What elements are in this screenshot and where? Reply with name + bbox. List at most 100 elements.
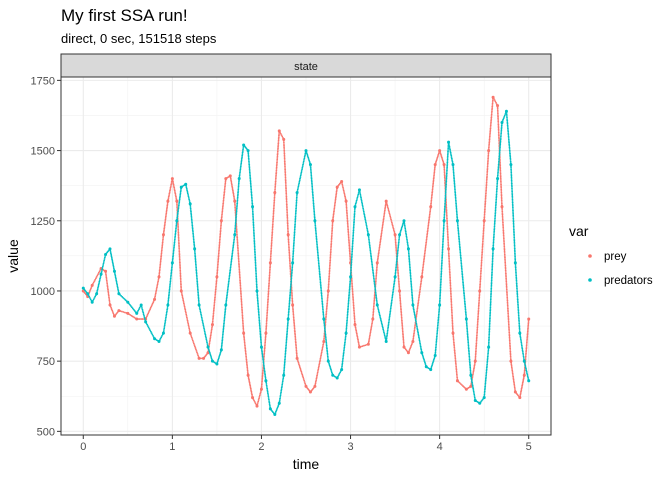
trajectory-dot-predators — [165, 316, 167, 319]
trajectory-dot-predators — [437, 318, 440, 321]
trajectory-dot-predators — [511, 204, 514, 207]
trajectory-dot-prey — [289, 267, 292, 270]
trajectory-dot-predators — [265, 384, 268, 387]
trajectory-dot-prey — [496, 112, 499, 115]
trajectory-dot-predators — [312, 201, 315, 203]
trajectory-dot-prey — [169, 186, 172, 189]
trajectory-dot-prey — [158, 274, 161, 277]
trajectory-dot-predators — [511, 192, 514, 195]
trajectory-dot-prey — [454, 352, 456, 355]
trajectory-dot-prey — [453, 348, 456, 350]
trajectory-dot-prey — [351, 287, 354, 290]
trajectory-dot-predators — [443, 215, 446, 217]
trajectory-dot-predators — [347, 304, 350, 306]
trajectory-dot-prey — [245, 361, 248, 364]
trajectory-dot-predators — [323, 321, 326, 324]
trajectory-dot-predators — [111, 259, 114, 262]
trajectory-dot-prey — [375, 271, 378, 274]
trajectory-dot-prey — [355, 331, 358, 334]
trajectory-dot-prey — [284, 181, 287, 184]
trajectory-dot-predators — [444, 200, 447, 203]
trajectory-dot-predators — [369, 249, 372, 252]
trajectory-dot-prey — [327, 288, 330, 291]
trajectory-dot-prey — [293, 327, 296, 330]
trajectory-dot-predators — [457, 230, 460, 233]
trajectory-dot-predators — [316, 246, 319, 249]
trajectory-dot-predators — [258, 315, 260, 317]
trajectory-dot-prey — [244, 346, 247, 349]
trajectory-dot-prey — [237, 255, 240, 258]
data-point-prey — [451, 331, 455, 335]
trajectory-dot-predators — [127, 302, 130, 305]
trajectory-dot-prey — [261, 380, 263, 383]
trajectory-dot-predators — [114, 273, 116, 276]
trajectory-dot-predators — [257, 305, 260, 308]
trajectory-dot-predators — [389, 309, 392, 311]
trajectory-dot-predators — [290, 276, 293, 278]
trajectory-dot-predators — [353, 209, 356, 211]
trajectory-dot-prey — [318, 362, 321, 365]
trajectory-dot-prey — [425, 237, 428, 239]
trajectory-dot-predators — [147, 326, 150, 329]
trajectory-dot-predators — [284, 354, 287, 356]
trajectory-dot-prey — [316, 374, 318, 377]
trajectory-dot-predators — [102, 262, 105, 265]
trajectory-dot-predators — [351, 252, 353, 254]
trajectory-dot-predators — [140, 305, 143, 308]
trajectory-dot-prey — [213, 307, 215, 310]
trajectory-dot-predators — [506, 124, 509, 127]
trajectory-dot-prey — [499, 175, 502, 178]
trajectory-dot-predators — [466, 325, 468, 328]
trajectory-dot-prey — [245, 360, 248, 363]
trajectory-dot-predators — [294, 212, 297, 215]
trajectory-dot-prey — [424, 249, 427, 252]
trajectory-dot-prey — [266, 305, 269, 307]
trajectory-dot-prey — [236, 246, 239, 249]
trajectory-dot-prey — [458, 382, 461, 384]
trajectory-dot-predators — [190, 212, 193, 215]
trajectory-dot-predators — [450, 153, 452, 156]
trajectory-dot-predators — [464, 302, 466, 305]
trajectory-dot-prey — [397, 274, 400, 277]
trajectory-dot-predators — [240, 162, 243, 165]
trajectory-dot-prey — [348, 244, 351, 247]
trajectory-dot-prey — [421, 272, 424, 275]
trajectory-dot-predators — [393, 282, 396, 285]
trajectory-dot-predators — [375, 300, 378, 303]
trajectory-dot-prey — [270, 247, 273, 250]
trajectory-dot-predators — [366, 229, 369, 232]
trajectory-dot-prey — [106, 287, 109, 290]
trajectory-dot-predators — [226, 294, 228, 297]
trajectory-dot-prey — [440, 156, 443, 159]
trajectory-dot-prey — [323, 337, 325, 340]
trajectory-dot-prey — [263, 347, 266, 350]
trajectory-dot-predators — [350, 256, 353, 259]
trajectory-dot-prey — [409, 347, 412, 350]
trajectory-dot-prey — [301, 373, 304, 376]
trajectory-dot-predators — [368, 241, 371, 244]
trajectory-dot-prey — [270, 239, 273, 242]
trajectory-dot-predators — [219, 353, 221, 356]
trajectory-dot-predators — [254, 256, 257, 259]
data-point-predators — [455, 219, 459, 223]
trajectory-dot-prey — [525, 352, 527, 355]
trajectory-dot-predators — [301, 166, 304, 169]
trajectory-dot-prey — [233, 197, 236, 200]
trajectory-dot-prey — [450, 306, 453, 309]
trajectory-dot-predators — [353, 221, 355, 224]
trajectory-dot-prey — [398, 285, 401, 288]
trajectory-dot-predators — [168, 293, 170, 295]
trajectory-dot-prey — [479, 280, 482, 283]
trajectory-dot-predators — [509, 160, 512, 163]
trajectory-dot-prey — [270, 246, 273, 248]
trajectory-dot-prey — [157, 279, 160, 281]
trajectory-dot-predators — [174, 230, 177, 233]
trajectory-dot-predators — [496, 185, 498, 188]
trajectory-dot-predators — [491, 265, 494, 268]
trajectory-dot-predators — [256, 293, 259, 295]
trajectory-dot-predators — [508, 148, 511, 150]
trajectory-dot-predators — [408, 257, 411, 260]
trajectory-dot-prey — [430, 201, 433, 203]
trajectory-dot-prey — [449, 278, 452, 280]
trajectory-dot-predators — [233, 237, 236, 239]
